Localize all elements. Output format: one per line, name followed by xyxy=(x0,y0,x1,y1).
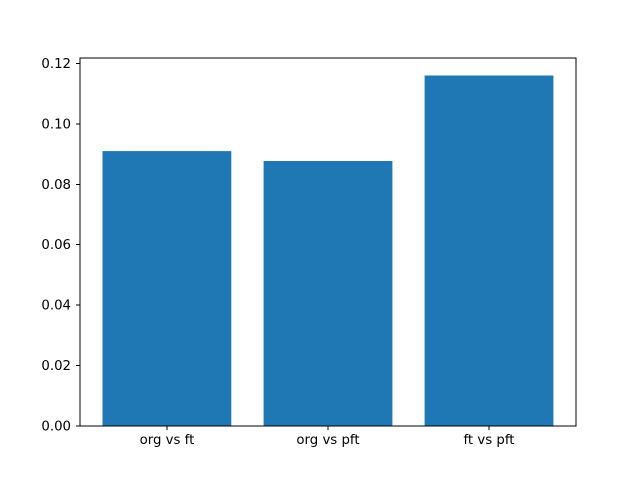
bar-org-vs-pft xyxy=(263,161,393,426)
x-tick-label: ft vs pft xyxy=(463,433,514,448)
bars-group xyxy=(102,75,554,426)
x-tick-label: org vs ft xyxy=(140,433,195,448)
y-tick-label: 0.02 xyxy=(41,359,71,374)
y-tick-label: 0.10 xyxy=(41,117,71,132)
y-tick-label: 0.06 xyxy=(41,238,71,253)
bar-org-vs-ft xyxy=(102,151,232,426)
plot-frame xyxy=(79,57,577,427)
axes-group: 0.00 0.02 0.04 0.06 0.08 0.10 0.12 org vs ft org… xyxy=(41,57,577,448)
bar-ft-vs-pft xyxy=(424,75,554,426)
y-tick-label: 0.00 xyxy=(41,420,71,435)
x-tick-label: org vs pft xyxy=(296,433,359,448)
y-tick-label: 0.08 xyxy=(41,178,71,193)
y-tick-label: 0.04 xyxy=(41,299,71,314)
y-tick-label: 0.12 xyxy=(41,57,71,72)
